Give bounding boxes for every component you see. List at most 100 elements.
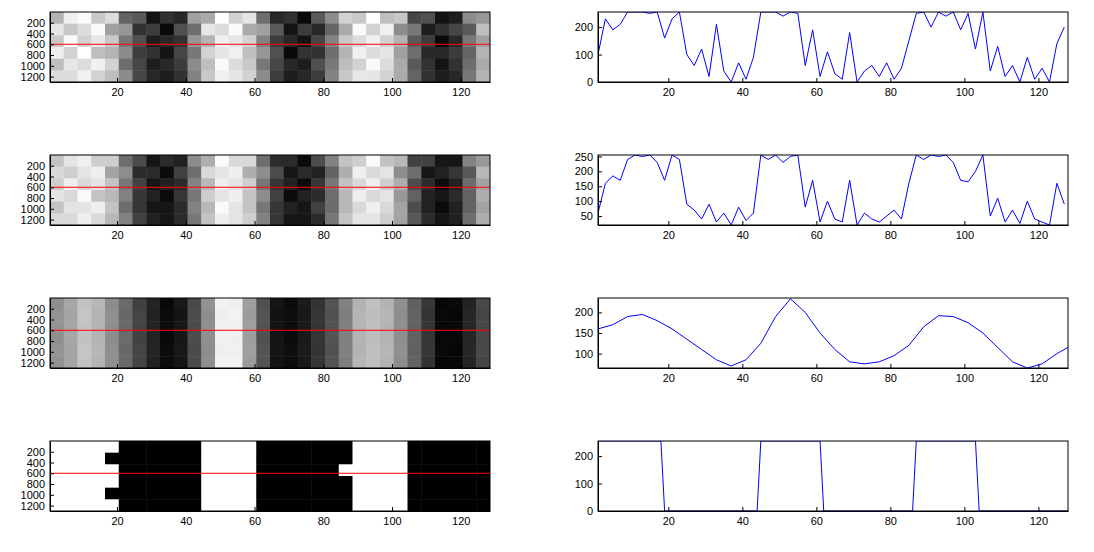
cell bbox=[421, 453, 435, 465]
cell bbox=[201, 499, 215, 511]
cell bbox=[215, 499, 229, 511]
tick-mark bbox=[816, 221, 817, 225]
cell bbox=[476, 155, 490, 167]
cell bbox=[64, 356, 78, 368]
cell bbox=[64, 333, 78, 345]
cell bbox=[366, 333, 380, 345]
cell bbox=[353, 298, 367, 310]
cell bbox=[78, 24, 92, 36]
cell bbox=[476, 345, 490, 357]
cell bbox=[229, 310, 243, 322]
cell bbox=[105, 12, 119, 24]
tick-label: 100 bbox=[383, 86, 401, 98]
cell bbox=[78, 155, 92, 167]
cell bbox=[229, 59, 243, 71]
cell bbox=[284, 12, 298, 24]
cell bbox=[174, 356, 188, 368]
tick-mark bbox=[598, 82, 602, 83]
cell bbox=[78, 12, 92, 24]
cell bbox=[270, 441, 284, 453]
tick: 200 bbox=[575, 450, 602, 462]
cell bbox=[119, 35, 133, 47]
tick: 40 bbox=[737, 364, 749, 384]
x-axis: 20406080100120 bbox=[51, 507, 491, 527]
cell bbox=[463, 345, 477, 357]
cell bbox=[366, 476, 380, 488]
cell bbox=[353, 167, 367, 179]
tick-mark bbox=[392, 221, 393, 225]
cell bbox=[421, 464, 435, 476]
cell bbox=[201, 202, 215, 214]
cell bbox=[394, 12, 408, 24]
cell bbox=[146, 464, 160, 476]
cell bbox=[64, 310, 78, 322]
cell bbox=[463, 310, 477, 322]
cell bbox=[325, 476, 339, 488]
cell bbox=[270, 155, 284, 167]
cell bbox=[408, 441, 422, 453]
tick-mark bbox=[816, 364, 817, 368]
cell bbox=[243, 464, 257, 476]
cell bbox=[366, 345, 380, 357]
cell bbox=[476, 35, 490, 47]
cell bbox=[353, 476, 367, 488]
tick-label: 100 bbox=[956, 515, 974, 527]
tick-label: 20 bbox=[663, 86, 675, 98]
cell bbox=[215, 441, 229, 453]
cell bbox=[256, 35, 270, 47]
cell bbox=[421, 356, 435, 368]
cell bbox=[64, 453, 78, 465]
cell bbox=[435, 298, 449, 310]
cell bbox=[380, 24, 394, 36]
cell bbox=[243, 47, 257, 59]
cell bbox=[146, 190, 160, 202]
cell bbox=[353, 356, 367, 368]
tick: 120 bbox=[1030, 221, 1048, 241]
cell bbox=[339, 441, 353, 453]
cell bbox=[311, 453, 325, 465]
tick-label: 20 bbox=[111, 229, 123, 241]
cell bbox=[78, 453, 92, 465]
tick-label: 100 bbox=[383, 372, 401, 384]
cell bbox=[174, 35, 188, 47]
cell bbox=[284, 298, 298, 310]
cell bbox=[463, 35, 477, 47]
cell bbox=[366, 321, 380, 333]
x-axis: 20406080100120 bbox=[599, 364, 1069, 384]
cell bbox=[105, 24, 119, 36]
cell bbox=[78, 178, 92, 190]
cell bbox=[174, 167, 188, 179]
cell bbox=[325, 213, 339, 225]
tick-label: 120 bbox=[1030, 229, 1048, 241]
cell bbox=[146, 178, 160, 190]
cell bbox=[243, 12, 257, 24]
tick: 60 bbox=[249, 78, 261, 98]
cell bbox=[119, 345, 133, 357]
cell bbox=[394, 59, 408, 71]
cell bbox=[421, 345, 435, 357]
cell bbox=[243, 333, 257, 345]
cell bbox=[408, 298, 422, 310]
cell bbox=[408, 35, 422, 47]
cell bbox=[64, 24, 78, 36]
cell bbox=[201, 24, 215, 36]
cell bbox=[188, 453, 202, 465]
cell bbox=[463, 213, 477, 225]
tick-label: 40 bbox=[737, 515, 749, 527]
y-axis: 50100150200250 bbox=[575, 151, 602, 226]
tick-label: 100 bbox=[383, 229, 401, 241]
tick-label: 40 bbox=[180, 229, 192, 241]
cell bbox=[394, 488, 408, 500]
cell bbox=[421, 321, 435, 333]
cell bbox=[366, 178, 380, 190]
tick-mark bbox=[255, 364, 256, 368]
y-axis: 20040060080010001200 bbox=[21, 299, 54, 369]
cell bbox=[353, 310, 367, 322]
tick-label: 250 bbox=[575, 151, 593, 163]
cell bbox=[339, 333, 353, 345]
cell bbox=[421, 155, 435, 167]
cell bbox=[325, 488, 339, 500]
tick: 150 bbox=[575, 327, 602, 339]
cell bbox=[366, 190, 380, 202]
cell bbox=[215, 453, 229, 465]
